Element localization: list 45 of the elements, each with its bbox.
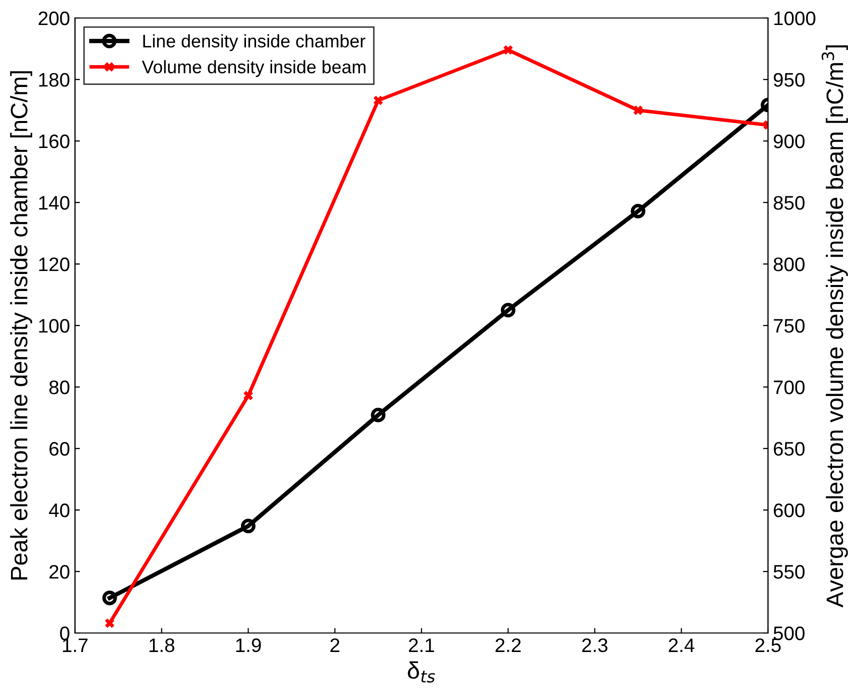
y-axis-title: Peak electron line density inside chamber [nC/m] (10, 71, 32, 580)
point (372, 95, 384, 106)
y2-axis-title: Avergae electron volume density inside beam [nC/m$^{3}$] (822, 45, 848, 608)
y-tick-label: 140 (39, 196, 70, 210)
y2-tick-label: 700 (774, 380, 805, 394)
y2-tick-label: 850 (774, 196, 805, 210)
x-tick-label: 1.8 (150, 638, 174, 652)
y2-tick-label: 500 (774, 626, 805, 640)
x-tick-label: 2.4 (668, 638, 694, 652)
y-tick-label: 160 (39, 134, 70, 148)
y-tick-label: 40 (48, 503, 70, 518)
y-tick-label: 60 (50, 442, 70, 456)
x-tick-label: 2 (330, 638, 340, 652)
y2-tick-label: 550 (774, 564, 805, 579)
y-tick-label: 0 (60, 626, 70, 640)
x-tick-label: 2.1 (408, 638, 434, 652)
x-tick-label: 2.3 (582, 638, 608, 652)
point (370, 408, 386, 422)
y2-tick-label: 650 (774, 442, 805, 456)
y2-tick-label: 600 (774, 503, 805, 518)
point (630, 204, 646, 218)
point (500, 302, 516, 318)
y2-tick-label: 950 (774, 72, 805, 87)
legend-label: Volume density inside beam (142, 60, 366, 77)
x-tick-label: 2.5 (755, 638, 781, 652)
point (240, 518, 256, 534)
y-tick-label: 200 (38, 11, 70, 26)
y-tick-label: 80 (49, 380, 70, 394)
legend-label: Line density inside chamber (143, 34, 366, 52)
point (632, 105, 644, 116)
y2-tick-label: 800 (774, 257, 805, 272)
x-tick-label: 1.9 (236, 638, 261, 652)
y-tick-label: 100 (39, 318, 70, 333)
x-tick-label: 2.2 (496, 638, 521, 652)
y2-tick-label: 900 (774, 134, 805, 148)
x-tick-label: 1.7 (62, 638, 88, 652)
y-tick-label: 120 (39, 257, 70, 272)
point (243, 390, 254, 401)
point (502, 44, 514, 56)
y2-tick-label: 1000 (774, 11, 816, 26)
y-tick-label: 180 (39, 72, 70, 87)
point (102, 590, 117, 606)
x-axis-title: δ$_{ts}$ (408, 661, 435, 683)
y2-tick-label: 750 (774, 318, 805, 333)
y-tick-label: 20 (49, 564, 70, 579)
